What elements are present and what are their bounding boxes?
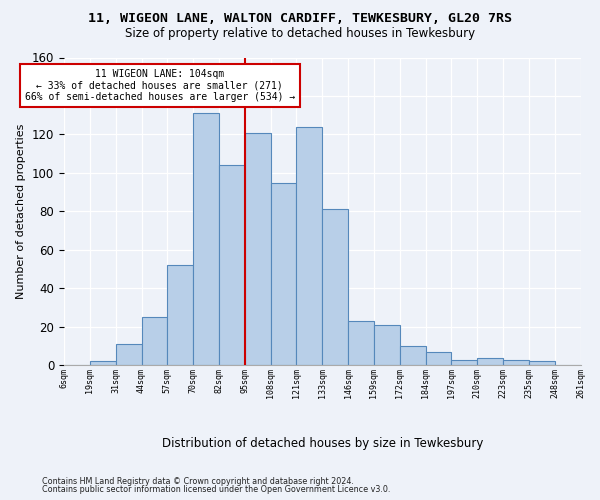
Text: 11 WIGEON LANE: 104sqm
← 33% of detached houses are smaller (271)
66% of semi-de: 11 WIGEON LANE: 104sqm ← 33% of detached… (25, 69, 295, 102)
Bar (477, 358, 503, 366)
Y-axis label: Number of detached properties: Number of detached properties (16, 124, 26, 299)
Bar (142, 317, 167, 366)
Bar (219, 165, 245, 366)
Bar (90, 362, 116, 366)
Bar (271, 182, 296, 366)
Bar (116, 344, 142, 366)
Bar (167, 266, 193, 366)
Bar (296, 127, 322, 366)
Bar (400, 346, 425, 366)
Bar (245, 132, 271, 366)
Bar (374, 325, 400, 366)
Bar (529, 362, 554, 366)
Text: Contains HM Land Registry data © Crown copyright and database right 2024.: Contains HM Land Registry data © Crown c… (42, 477, 354, 486)
Bar (322, 210, 348, 366)
Bar (425, 352, 451, 366)
Text: 11, WIGEON LANE, WALTON CARDIFF, TEWKESBURY, GL20 7RS: 11, WIGEON LANE, WALTON CARDIFF, TEWKESB… (88, 12, 512, 26)
Text: Size of property relative to detached houses in Tewkesbury: Size of property relative to detached ho… (125, 26, 475, 40)
X-axis label: Distribution of detached houses by size in Tewkesbury: Distribution of detached houses by size … (161, 437, 483, 450)
Bar (348, 321, 374, 366)
Bar (503, 360, 529, 366)
Bar (451, 360, 477, 366)
Text: Contains public sector information licensed under the Open Government Licence v3: Contains public sector information licen… (42, 485, 391, 494)
Bar (193, 114, 219, 366)
